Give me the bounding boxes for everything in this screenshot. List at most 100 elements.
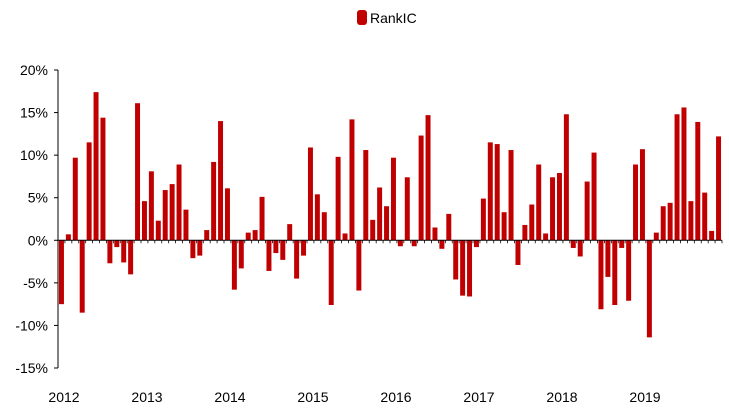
x-tick-label: 2018 <box>546 389 577 405</box>
y-tick-labels: -15% -10% -5% 0% 5% 10% 15% 20% <box>15 62 48 376</box>
x-tick-label: 2013 <box>131 389 162 405</box>
bar <box>439 240 445 249</box>
bar <box>639 149 645 241</box>
bar <box>93 92 99 241</box>
bar <box>709 230 715 241</box>
bar <box>660 206 666 241</box>
y-tick-label: -5% <box>23 275 48 291</box>
legend-swatch-rankic <box>357 10 367 25</box>
x-tick-label: 2015 <box>297 389 328 405</box>
bar <box>294 240 300 279</box>
bar <box>681 107 687 241</box>
y-tick-label: -10% <box>15 317 48 333</box>
bar <box>259 196 265 241</box>
bar <box>141 201 147 241</box>
bar <box>169 184 175 241</box>
bar <box>155 220 161 241</box>
bar <box>529 204 535 241</box>
bar <box>425 115 431 241</box>
bar <box>245 232 251 241</box>
bar <box>577 240 583 257</box>
bar <box>702 192 708 241</box>
bar <box>100 117 106 241</box>
bar <box>342 233 348 241</box>
x-tick-label: 2012 <box>48 389 79 405</box>
bar <box>674 114 680 241</box>
bar <box>377 187 383 241</box>
bar <box>508 150 514 241</box>
bar <box>363 150 369 241</box>
bar <box>349 119 355 241</box>
bar <box>211 161 217 241</box>
y-tick-label: 5% <box>28 190 48 206</box>
bar <box>79 240 85 313</box>
bar <box>390 157 396 241</box>
bar <box>231 240 237 290</box>
bar <box>384 206 390 241</box>
bar <box>570 240 576 248</box>
bar <box>135 103 141 241</box>
bar <box>411 240 417 247</box>
bar <box>418 135 424 241</box>
bar <box>467 240 473 297</box>
bar <box>128 240 134 275</box>
bar <box>86 142 92 241</box>
bar <box>204 230 210 241</box>
x-tick-labels: 2012 2013 2014 2015 2016 2017 2018 2019 <box>48 389 660 405</box>
bar <box>404 177 410 241</box>
bar <box>58 240 64 305</box>
bar <box>307 147 313 241</box>
bar <box>605 240 611 277</box>
x-tick-label: 2017 <box>463 389 494 405</box>
bar <box>238 240 244 269</box>
bar <box>598 240 604 310</box>
bar <box>328 240 334 305</box>
bar <box>370 219 376 241</box>
axes <box>54 69 723 369</box>
bar <box>633 164 639 241</box>
bar <box>65 234 71 241</box>
bar <box>716 136 722 241</box>
bar <box>107 240 113 264</box>
bar <box>584 181 590 241</box>
y-tick-label: 15% <box>20 105 48 121</box>
bar <box>487 142 493 241</box>
x-tick-label: 2019 <box>629 389 660 405</box>
y-tick-label: 10% <box>20 147 48 163</box>
bar <box>266 240 272 271</box>
y-tick-label: 0% <box>28 232 48 248</box>
bar <box>667 202 673 241</box>
bar <box>626 240 632 301</box>
bar <box>197 240 203 256</box>
bar <box>563 114 569 241</box>
legend-label-rankic: RankIC <box>370 10 417 26</box>
bar <box>453 240 459 280</box>
bars <box>58 92 722 338</box>
bar <box>494 144 500 241</box>
bar <box>653 232 659 241</box>
x-tick-label: 2014 <box>214 389 245 405</box>
bar <box>536 164 542 241</box>
bar <box>556 173 562 241</box>
bar <box>460 240 466 296</box>
bar <box>432 227 438 241</box>
bar <box>287 224 293 241</box>
bar <box>397 240 403 247</box>
x-tick-label: 2016 <box>380 389 411 405</box>
bar <box>218 121 224 241</box>
bar <box>72 157 78 241</box>
bar <box>121 240 127 263</box>
bar <box>224 188 230 241</box>
bar <box>280 240 286 260</box>
bar <box>543 233 549 241</box>
bar <box>183 209 189 241</box>
bar <box>688 201 694 241</box>
legend: RankIC <box>357 10 417 26</box>
bar <box>321 212 327 241</box>
bar <box>695 121 701 241</box>
bar <box>446 213 452 241</box>
bar <box>522 224 528 241</box>
bar <box>114 240 120 248</box>
bar <box>501 212 507 241</box>
